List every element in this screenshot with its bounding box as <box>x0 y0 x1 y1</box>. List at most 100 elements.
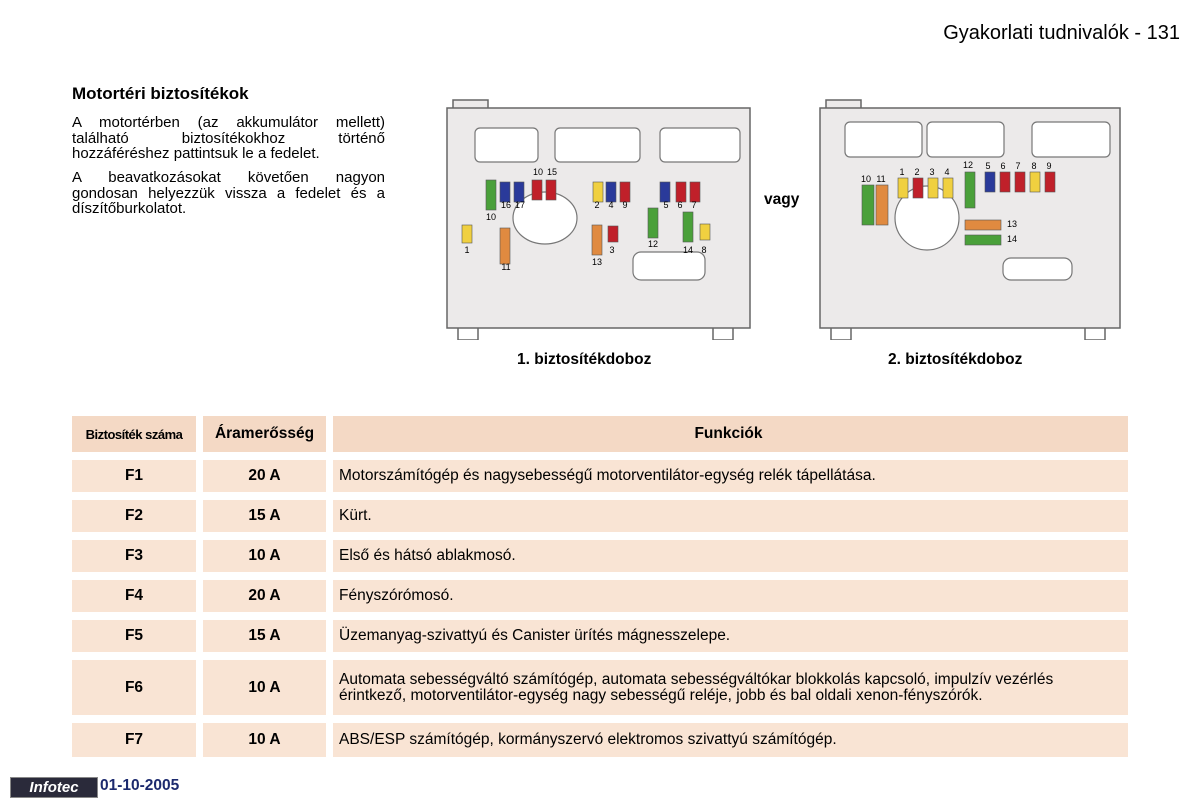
caption: 1. biztosítékdoboz <box>517 351 652 368</box>
table-cell: F6 <box>72 660 196 715</box>
table-cell: Első és hátsó ablakmosó. <box>333 540 1128 572</box>
fuse <box>531 179 543 201</box>
fuse <box>699 223 711 241</box>
fuse <box>927 177 939 199</box>
window <box>926 121 1005 158</box>
fuse <box>513 181 525 203</box>
paragraph: A motortérben (az akkumulátor mellett) t… <box>72 114 385 162</box>
fuse <box>1014 171 1026 193</box>
fuse-label: 4 <box>608 200 613 210</box>
fuse-label: 1 <box>899 167 904 177</box>
fuse <box>942 177 954 199</box>
table-cell: Kürt. <box>333 500 1128 532</box>
table-cell: F5 <box>72 620 196 652</box>
fuse-label: 15 <box>547 167 557 177</box>
brand-logo: Infotec <box>10 777 98 798</box>
table-cell: Automata sebességváltó számítógép, autom… <box>333 660 1128 715</box>
fuse-label: 6 <box>677 200 682 210</box>
fuse <box>875 184 889 226</box>
paragraph: A beavatkozásokat követően nagyon gondos… <box>72 169 385 217</box>
window <box>659 127 741 163</box>
fuse <box>647 207 659 239</box>
fuse <box>675 181 687 203</box>
hole <box>512 191 578 245</box>
fuse <box>499 181 511 203</box>
fuse-label: 1 <box>464 245 469 255</box>
caption: 2. biztosítékdoboz <box>888 351 1023 368</box>
fuse <box>461 224 473 244</box>
table-cell: Motorszámítógép és nagysebességű motorve… <box>333 460 1128 492</box>
table-cell: Fényszórómosó. <box>333 580 1128 612</box>
fuse-label: 5 <box>663 200 668 210</box>
feet <box>457 328 1106 340</box>
fuse-label: 13 <box>1007 219 1017 229</box>
table-cell: 10 A <box>203 660 326 715</box>
table-cell: 20 A <box>203 460 326 492</box>
fuse-label: 8 <box>1031 161 1036 171</box>
fuse-label: 11 <box>501 262 510 272</box>
table-cell: F4 <box>72 580 196 612</box>
separator: vagy <box>764 191 800 208</box>
table-cell: Üzemanyag-szivattyú és Canister ürítés m… <box>333 620 1128 652</box>
header-cell: Áramerősség <box>203 416 326 452</box>
date: 01-10-2005 <box>100 777 180 794</box>
fuse-label: 14 <box>683 245 693 255</box>
fuse <box>592 181 604 203</box>
fuse <box>619 181 631 203</box>
fuse-label: 11 <box>876 174 885 184</box>
fuse-label: 10 <box>533 167 543 177</box>
fuse <box>964 234 1002 246</box>
fuse <box>912 177 924 199</box>
hole <box>894 185 960 251</box>
fuse <box>545 179 557 201</box>
fuse <box>999 171 1011 193</box>
fuse-label: 17 <box>515 200 525 210</box>
fuse <box>499 227 511 265</box>
fuse-label: 14 <box>1007 234 1017 244</box>
fuse-label: 10 <box>861 174 871 184</box>
table-cell: 15 A <box>203 620 326 652</box>
window <box>554 127 641 163</box>
table-cell: F1 <box>72 460 196 492</box>
fuse <box>1029 171 1041 193</box>
fuse-label: 4 <box>944 167 949 177</box>
header-cell: Biztosíték száma <box>72 416 196 452</box>
page-title: Gyakorlati tudnivalók - 131 <box>943 22 1180 44</box>
table-cell: F7 <box>72 723 196 757</box>
fuse <box>861 184 875 226</box>
fuse <box>607 225 619 243</box>
fuse-label: 2 <box>914 167 919 177</box>
fuse-label: 10 <box>486 212 496 222</box>
table-cell: 20 A <box>203 580 326 612</box>
table-cell: 15 A <box>203 500 326 532</box>
table-cell: 10 A <box>203 723 326 757</box>
fuse-label: 7 <box>691 200 696 210</box>
fuse-label: 12 <box>648 239 658 249</box>
table-cell: 10 A <box>203 540 326 572</box>
fuse <box>659 181 671 203</box>
fuse-label: 16 <box>501 200 511 210</box>
table-cell: F3 <box>72 540 196 572</box>
fuse <box>1044 171 1056 193</box>
fuse-label: 9 <box>622 200 627 210</box>
fuse <box>591 224 603 256</box>
fuse-label: 7 <box>1015 161 1020 171</box>
window <box>1002 257 1073 281</box>
fuse-label: 3 <box>609 245 614 255</box>
window <box>632 251 706 281</box>
fuse-label: 9 <box>1046 161 1051 171</box>
table-cell: F2 <box>72 500 196 532</box>
fuse <box>682 211 694 243</box>
fuse-label: 13 <box>592 257 602 267</box>
fuse <box>485 179 497 211</box>
fuse-label: 2 <box>594 200 599 210</box>
fuse-label: 8 <box>701 245 706 255</box>
fuse <box>964 219 1002 231</box>
fuse <box>984 171 996 193</box>
fuse-label: 6 <box>1000 161 1005 171</box>
fuse <box>605 181 617 203</box>
fuse-label: 12 <box>963 160 973 170</box>
section-heading: Motortéri biztosítékok <box>72 84 249 103</box>
